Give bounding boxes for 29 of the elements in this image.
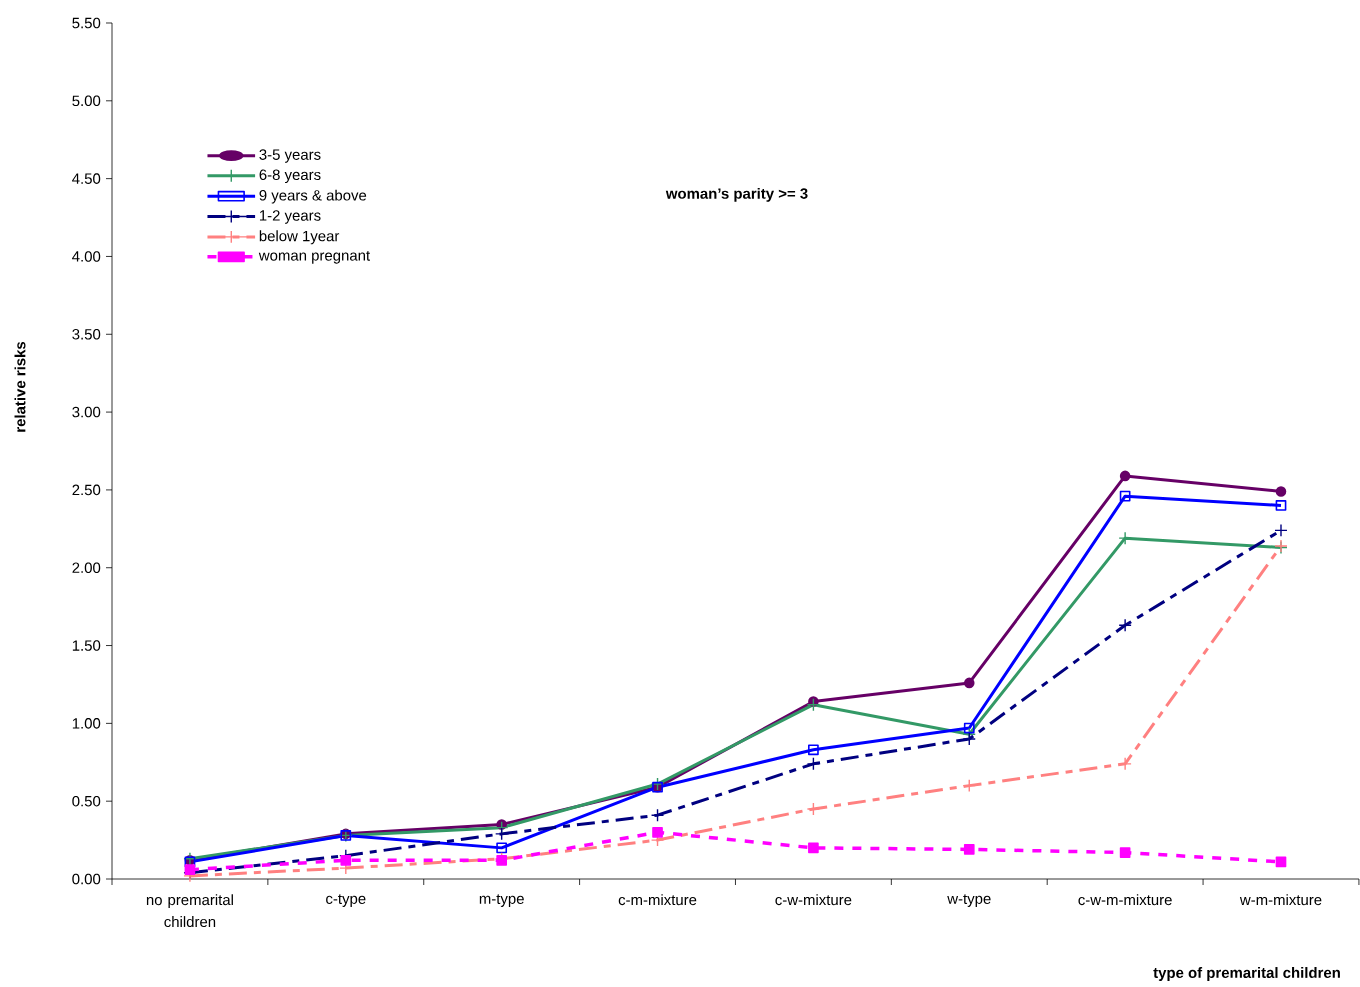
y-tick-label: 1.00 — [72, 718, 101, 729]
legend-label: below 1year — [259, 230, 340, 245]
y-tick-label: 2.00 — [72, 562, 101, 574]
x-axis-title: type of premarital children — [1153, 967, 1340, 981]
x-tick-label: c-m-mixture — [618, 894, 697, 906]
y-tick-label: 5.00 — [72, 95, 101, 107]
y-tick-label: 3.00 — [72, 406, 101, 418]
x-tick-label: no premarital children — [146, 894, 233, 928]
legend-label: 6-8 years — [259, 169, 321, 183]
legend-label: 9 years & above — [259, 189, 367, 204]
y-tick-label: 0.00 — [72, 873, 101, 885]
x-tick-label: w-m-mixture — [1239, 894, 1322, 906]
x-tick-label: c-w-mixture — [775, 894, 852, 906]
legend-label: woman pregnant — [258, 250, 371, 264]
x-tick-label: w-type — [947, 894, 991, 907]
y-tick-label: 4.00 — [72, 251, 101, 262]
y-tick-label: 2.50 — [72, 484, 101, 496]
x-tick-label: c-type — [326, 894, 366, 907]
y-tick-label: 0.50 — [72, 795, 101, 807]
y-tick-label: 1.50 — [72, 640, 101, 651]
x-tick-label: m-type — [479, 894, 524, 907]
y-axis-title: relative risks — [14, 341, 26, 432]
y-tick-label: 4.50 — [72, 173, 101, 184]
x-tick-label: c-w-m-mixture — [1078, 894, 1172, 906]
legend-label: 3-5 years — [259, 149, 321, 163]
legend-label: 1-2 years — [259, 210, 321, 224]
y-tick-label: 5.50 — [72, 17, 101, 29]
y-tick-label: 3.50 — [72, 328, 101, 340]
text: woman’s parity >= 3 — [665, 187, 808, 202]
